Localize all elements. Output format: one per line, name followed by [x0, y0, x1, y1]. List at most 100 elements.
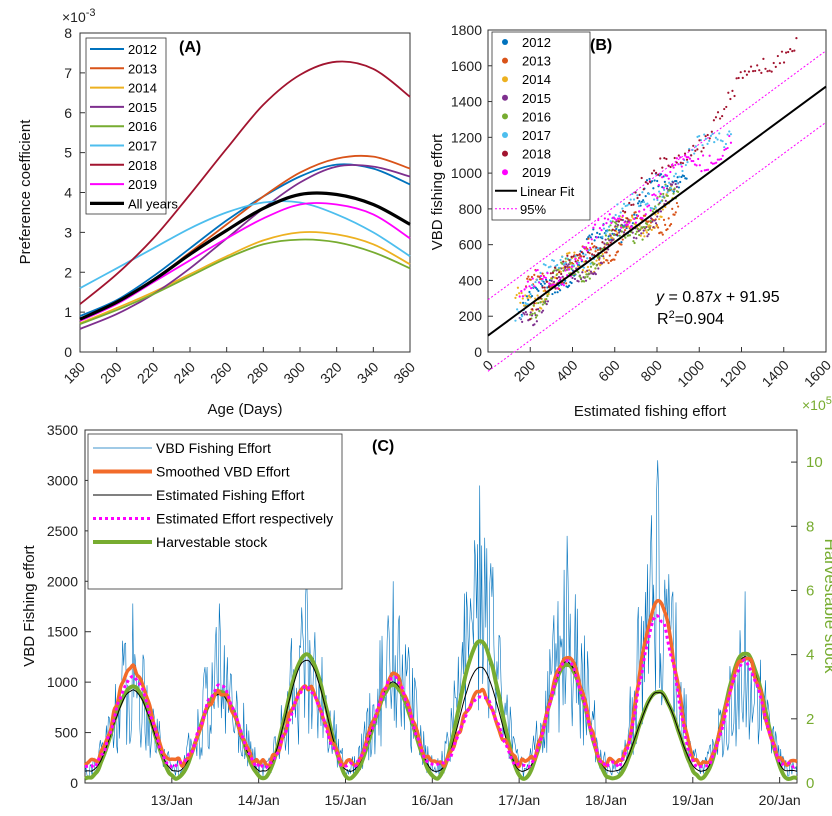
panel-b-point [694, 145, 697, 148]
panel-b-point [716, 158, 719, 161]
panel-b-point [646, 223, 649, 226]
panel-b-point [708, 139, 711, 142]
panel-b-point [659, 157, 662, 160]
panel-b-point [593, 262, 596, 265]
panel-b-point [737, 76, 740, 80]
panel-b-point [739, 71, 742, 74]
panel-b-point [661, 195, 664, 198]
panel-b-point [701, 154, 705, 157]
panel-b-point [522, 304, 526, 307]
panel-b-point [540, 311, 543, 314]
panel-b-point [529, 296, 532, 299]
panel-b-point [656, 215, 659, 218]
panel-c-y-label: VBD Fishing effort [21, 544, 38, 666]
panel-b-legend-marker [502, 57, 508, 64]
panel-a-series-lines [79, 60, 411, 330]
panel-b-point [594, 273, 597, 276]
panel-b-point [607, 218, 610, 221]
panel-b-point [675, 185, 678, 189]
panel-b-point [552, 259, 555, 262]
panel-b-point [712, 119, 715, 122]
panel-b-point [708, 154, 711, 157]
panel-b-point [702, 146, 705, 149]
panel-a-x-tick-label: 320 [317, 359, 345, 387]
panel-b-point [564, 261, 567, 264]
panel-b-point [627, 225, 630, 228]
panel-b-point [566, 286, 569, 289]
panel-c-y-tick-label: 1000 [47, 674, 78, 690]
panel-b-point [638, 210, 641, 213]
panel-c-x-tick-label: 20/Jan [759, 792, 801, 808]
panel-b-point [543, 275, 546, 279]
panel-b-point [644, 213, 647, 216]
panel-b-point [553, 266, 557, 269]
panel-b-point [584, 246, 587, 249]
panel-b-point [633, 217, 636, 221]
panel-b-point [561, 255, 564, 258]
panel-b-point [648, 226, 651, 229]
panel-b-point [556, 287, 559, 290]
panel-b-point [716, 138, 719, 141]
panel-b-point [586, 257, 589, 260]
panel-b-point [585, 273, 588, 276]
panel-b-point [605, 242, 609, 245]
panel-b-point [583, 280, 586, 283]
panel-b-point [627, 218, 630, 221]
panel-b-point [631, 192, 634, 196]
panel-b-point [551, 283, 554, 286]
panel-b-point [795, 37, 798, 40]
panel-b-point [685, 158, 689, 161]
panel-c-y2-tick-label: 8 [806, 518, 814, 535]
panel-b-point [541, 277, 544, 281]
panel-b-point [541, 303, 544, 306]
panel-b-point [604, 234, 608, 237]
panel-b-point [683, 152, 687, 155]
panel-b-point [586, 251, 590, 254]
panel-b-point [644, 203, 647, 206]
panel-a-y-tick-label: 0 [64, 344, 72, 360]
panel-b-point [588, 256, 592, 260]
panel-b-x-tick-label: 1400 [759, 357, 792, 390]
panel-b-point [574, 254, 577, 258]
panel-b-point [710, 161, 713, 164]
panel-b-point [692, 159, 695, 163]
panel-b-point [635, 237, 638, 240]
panel-b-point [650, 172, 654, 175]
panel-b-point [581, 268, 585, 272]
panel-b-point [521, 301, 525, 304]
panel-a-y-tick-label: 4 [64, 185, 72, 201]
panel-c-y2-tick-label: 10 [806, 454, 823, 471]
panel-b-point [698, 139, 701, 142]
panel-b-point [580, 255, 583, 258]
panel-c-x-tick-label: 18/Jan [585, 792, 627, 808]
panel-b-fit-line [487, 85, 827, 337]
panel-b-point [544, 276, 547, 280]
panel-b-point [679, 161, 682, 164]
panel-b-legend-marker [502, 113, 508, 120]
panel-b-point [724, 142, 728, 146]
panel-b-point [524, 311, 527, 314]
panel-b-point [529, 292, 532, 296]
panel-b-point [635, 230, 638, 233]
panel-b-point [704, 137, 707, 140]
panel-b-point [766, 70, 769, 73]
panel-a-y-tick-label: 3 [64, 224, 72, 240]
panel-c-x-tick-label: 15/Jan [324, 792, 366, 808]
panel-b-point [623, 221, 626, 224]
panel-b-point [545, 280, 548, 283]
panel-b-legend-marker [502, 169, 508, 176]
panel-b-point [655, 225, 658, 228]
panel-b-point [652, 193, 656, 196]
panel-b-point [647, 233, 650, 236]
panel-b-point [635, 217, 638, 220]
panel-b-point [519, 301, 522, 304]
panel-b-point [623, 228, 627, 232]
panel-b-point [716, 111, 720, 114]
panel-a-series-line [79, 191, 411, 321]
panel-b-point [524, 294, 527, 297]
panel-a-legend-label: 2019 [128, 177, 157, 192]
panel-b-point [674, 163, 677, 167]
panel-b-point [706, 142, 709, 145]
panel-b-point [549, 265, 552, 268]
panel-b-point [595, 236, 598, 239]
